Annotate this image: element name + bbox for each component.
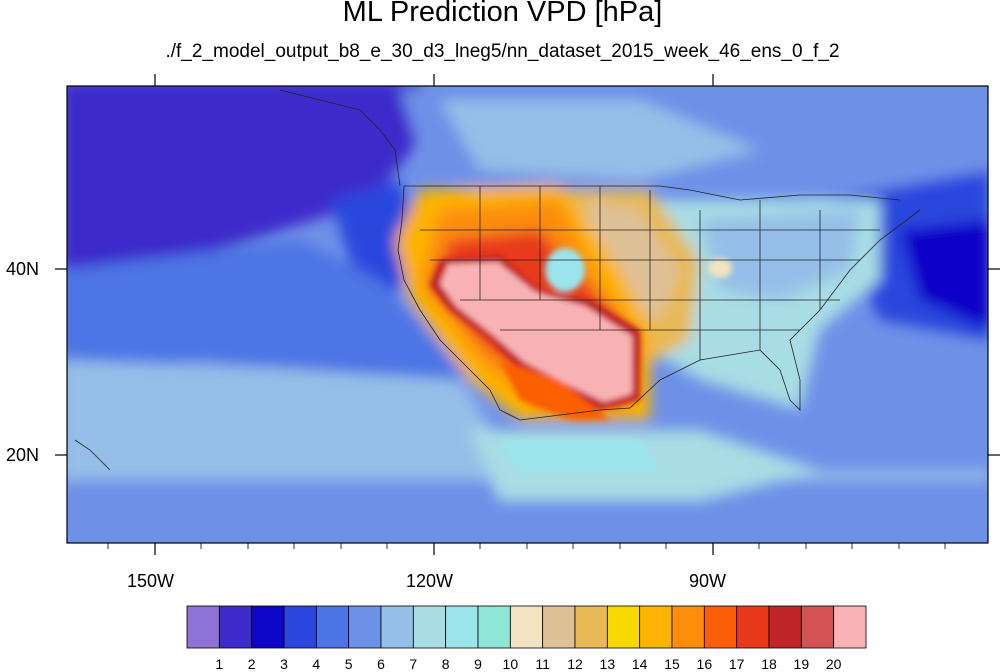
axis-ticks: [55, 74, 1000, 555]
colorbar-swatch: [445, 605, 479, 649]
y-tick-label: 40N: [6, 259, 40, 279]
colorbar-label: 20: [825, 656, 842, 672]
colorbar-swatch: [315, 605, 350, 649]
colorbar-swatch: [186, 605, 220, 649]
colorbar-swatch: [671, 605, 705, 649]
colorbar-swatch: [477, 605, 511, 649]
colorbar-label: 15: [664, 656, 680, 672]
plot-frame: [66, 85, 989, 544]
colorbar: [186, 605, 867, 649]
colorbar-swatch: [639, 605, 673, 649]
map-title: ML Prediction VPD [hPa]: [342, 0, 663, 28]
minor-ticks: [107, 543, 946, 549]
vpd-field: [67, 86, 988, 543]
x-tick-label: 90W: [689, 571, 727, 591]
colorbar-label: 13: [599, 656, 616, 672]
colorbar-swatch: [542, 605, 576, 649]
colorbar-label: 12: [567, 656, 583, 672]
colorbar-label: 11: [535, 656, 550, 672]
x-tick-label: 150W: [127, 571, 175, 591]
colorbar-label: 4: [312, 656, 321, 672]
colorbar-swatch: [574, 605, 608, 649]
colorbar-swatch: [218, 605, 253, 649]
colorbar-label: 19: [793, 656, 810, 672]
colorbar-label: 10: [502, 656, 519, 672]
colorbar-label: 14: [631, 656, 648, 672]
colorbar-label: 9: [474, 656, 482, 672]
x-tick-label: 120W: [406, 571, 454, 591]
colorbar-swatch: [348, 605, 382, 649]
colorbar-label: 2: [247, 656, 256, 672]
colorbar-swatch: [283, 605, 317, 649]
coastlines: [74, 89, 921, 471]
colorbar-label: 16: [696, 656, 713, 672]
colorbar-label: 1: [215, 656, 224, 672]
colorbar-label: 18: [761, 656, 777, 672]
colorbar-label: 17: [728, 656, 745, 672]
colorbar-label: 5: [344, 656, 353, 672]
colorbar-swatch: [380, 605, 414, 649]
colorbar-label: 3: [280, 656, 288, 672]
colorbar-label: 8: [441, 656, 450, 672]
colorbar-swatch: [251, 605, 285, 649]
colorbar-swatch: [833, 605, 867, 649]
colorbar-swatch: [768, 605, 802, 649]
colorbar-swatch: [736, 605, 770, 649]
colorbar-swatch: [703, 605, 738, 649]
colorbar-label: 7: [409, 656, 418, 672]
colorbar-swatch: [412, 605, 447, 649]
colorbar-swatch: [606, 605, 641, 649]
y-tick-label: 20N: [6, 445, 40, 465]
map-subtitle: ./f_2_model_output_b8_e_30_d3_lneg5/nn_d…: [165, 41, 840, 62]
colorbar-swatch: [509, 605, 544, 649]
colorbar-swatch: [800, 605, 835, 649]
colorbar-label: 6: [377, 656, 385, 672]
